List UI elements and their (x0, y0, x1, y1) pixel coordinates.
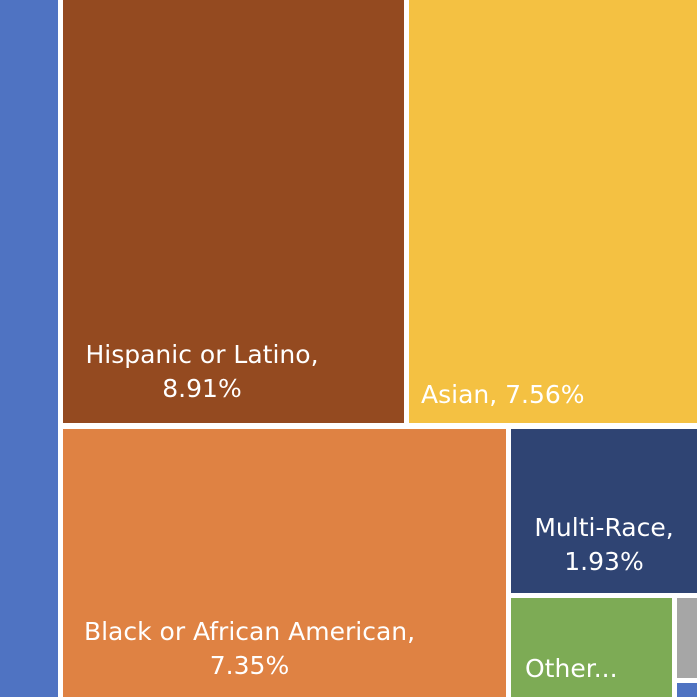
tile-value-black-or-african-american: 7.35% (209, 651, 290, 680)
tile-name-multi-race: Multi-Race, (534, 513, 674, 542)
tile-name-other: Other... (525, 654, 618, 683)
tile-label-asian: Asian, 7.56% (421, 378, 585, 412)
tile-black-or-african-american: Black or African American, 7.35% (63, 429, 506, 697)
tile-unlabeled-small-blue (677, 683, 697, 697)
tile-label-black-or-african-american: Black or African American, 7.35% (77, 615, 422, 683)
tile-label-other: Other... (525, 652, 618, 686)
tile-value-asian: 7.56% (505, 380, 585, 409)
tile-asian: Asian, 7.56% (409, 0, 697, 423)
tile-other: Other... (511, 598, 672, 697)
tile-name-asian: Asian, (421, 380, 498, 409)
tile-value-hispanic-or-latino: 8.91% (162, 374, 242, 403)
tile-value-multi-race: 1.93% (564, 547, 644, 576)
tile-hispanic-or-latino: Hispanic or Latino, 8.91% (63, 0, 404, 423)
tile-name-black-or-african-american: Black or African American, (83, 617, 416, 646)
tile-unlabeled-blue (0, 0, 58, 697)
tile-label-multi-race: Multi-Race, 1.93% (521, 511, 687, 579)
tile-name-hispanic-or-latino: Hispanic or Latino, (85, 340, 319, 369)
tile-unlabeled-gray (677, 598, 697, 678)
tile-label-hispanic-or-latino: Hispanic or Latino, 8.91% (77, 338, 327, 406)
tile-multi-race: Multi-Race, 1.93% (511, 429, 697, 593)
